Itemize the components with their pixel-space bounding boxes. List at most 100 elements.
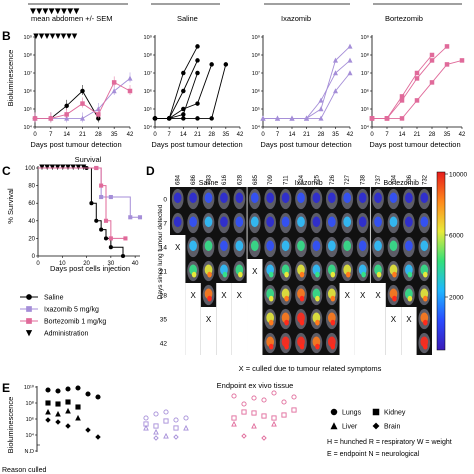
panel-d-image-grid: Saline Ixazomib Bortezomib 684 686 733 616 628 6…	[160, 172, 467, 355]
mouse-id: 711	[284, 175, 290, 185]
ex-vivo-point	[173, 425, 179, 431]
mouse-id: 736	[407, 174, 413, 185]
legend-label: Kidney	[384, 410, 406, 417]
day-label: 0	[163, 197, 167, 204]
mouse-id: 726	[330, 174, 336, 185]
ex-vivo-point	[271, 415, 277, 421]
x-tick-label: 35	[332, 132, 339, 138]
signal-spot	[266, 240, 275, 252]
ex-vivo-point	[261, 435, 267, 441]
signal-hotspot	[238, 271, 243, 278]
x-tick-label: 21	[414, 132, 421, 138]
day-label: 7	[163, 221, 167, 228]
data-point	[166, 116, 172, 121]
signal-spot	[281, 240, 290, 252]
signal-spot	[405, 192, 413, 204]
ex-vivo-point	[183, 415, 189, 421]
ex-vivo-point	[143, 424, 149, 431]
data-point	[181, 88, 186, 94]
legend-label: Saline	[44, 295, 64, 302]
colorbar-tick-label: 6000	[449, 233, 464, 240]
y-tick-label: 10⁸	[144, 52, 152, 59]
signal-hotspot	[299, 343, 305, 350]
y-tick-label: 10⁴	[144, 124, 153, 131]
survival-point	[103, 218, 109, 223]
ex-vivo-point	[241, 433, 247, 439]
administration-marker	[54, 164, 61, 171]
survival-point	[123, 236, 128, 241]
x-tick-label: 7	[167, 132, 171, 138]
y-tick-label: 100	[25, 166, 36, 172]
signal-spot	[327, 240, 336, 252]
signal-spot	[220, 216, 228, 228]
signal-hotspot	[284, 343, 289, 350]
signal-hotspot	[330, 271, 336, 278]
y-tick-label: 10⁸	[26, 400, 34, 407]
signal-hotspot	[299, 295, 305, 302]
y-tick-label: 10⁸	[24, 52, 32, 59]
signal-spot	[235, 216, 244, 228]
y-tick-label: 10⁵	[144, 106, 152, 113]
day-label: 28	[160, 293, 168, 300]
empty-cell	[339, 307, 355, 331]
administration-marker	[54, 8, 61, 15]
signal-hotspot	[392, 271, 397, 278]
signal-spot	[389, 240, 398, 252]
mouse-id: 732	[422, 174, 428, 185]
y-tick-label: 10⁶	[26, 416, 34, 423]
signal-hotspot	[422, 271, 428, 278]
data-point	[414, 70, 420, 76]
panel-b-charts: 10⁴ 10⁵ 10⁶ 10⁷ 10⁸ 10⁹ 0 7 14 21 28 35 42 10⁴ 10⁵ 10⁶ 1…	[24, 33, 466, 138]
empty-cell	[185, 283, 201, 307]
empty-cell	[370, 283, 386, 307]
x-tick-label: 28	[429, 132, 436, 138]
administration-marker	[80, 164, 87, 171]
data-point	[274, 115, 281, 121]
panel-d-ylabel: Days since lung tumour detected	[157, 204, 164, 299]
signal-hotspot	[315, 295, 320, 302]
mouse-id: 737	[376, 174, 382, 185]
data-point	[195, 58, 200, 63]
top-group-saline: Saline	[177, 14, 198, 23]
ex-vivo-point	[261, 413, 267, 419]
survival-point	[89, 201, 94, 206]
ex-vivo-point	[231, 415, 237, 421]
panel-d-footnote: X = culled due to tumour related symptom…	[239, 364, 382, 373]
y-tick-label: 10⁸	[361, 52, 369, 59]
data-point	[444, 62, 450, 67]
x-tick-label: 35	[222, 132, 229, 138]
empty-cell	[401, 331, 417, 355]
signal-spot	[189, 240, 197, 252]
x-tick-label: 40	[132, 261, 139, 267]
ex-vivo-point	[153, 435, 159, 441]
signal-hotspot	[422, 343, 428, 350]
empty-cell	[216, 331, 232, 355]
administration-marker	[38, 33, 45, 40]
cull-mark: X	[221, 291, 227, 300]
signal-spot	[420, 192, 429, 204]
signal-spot	[327, 216, 336, 228]
mouse-id: 727	[345, 174, 351, 185]
administration-marker	[39, 164, 45, 171]
x-tick-label: 28	[318, 132, 325, 138]
ex-vivo-point	[65, 399, 71, 405]
legend-label: Liver	[342, 424, 358, 431]
y-tick-label: 10⁵	[24, 106, 32, 113]
data-point	[181, 112, 186, 117]
signal-hotspot	[330, 319, 336, 326]
signal-hotspot	[376, 271, 382, 278]
panel-e-abbrev-1: H = hunched R = respiratory W = weight	[327, 439, 452, 446]
panel-e-chart: 10¹⁰ 10⁸ 10⁶ 10⁴ N.D	[24, 384, 297, 455]
signal-spot	[173, 192, 182, 204]
signal-spot	[358, 240, 367, 252]
series-line	[372, 59, 463, 119]
administration-marker	[61, 8, 67, 15]
x-tick-label: 28	[95, 132, 102, 138]
signal-hotspot	[315, 343, 320, 350]
mouse-id: 734	[391, 174, 397, 185]
panel-b-ylabel: Bioluminescence	[6, 50, 15, 107]
data-point	[332, 88, 339, 94]
ex-vivo-point	[231, 420, 237, 427]
signal-spot	[266, 216, 275, 228]
signal-spot	[204, 216, 213, 228]
